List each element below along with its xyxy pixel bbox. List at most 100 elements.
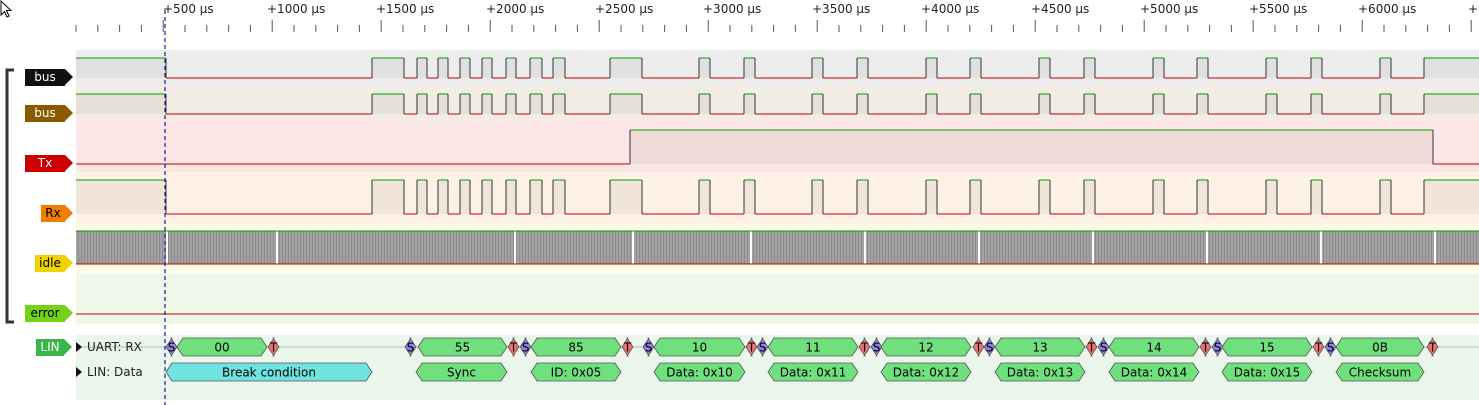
rx-signal-fill — [553, 180, 565, 214]
uart-stop-bit — [1426, 337, 1439, 357]
idle-gap — [864, 231, 866, 264]
bus-a-signal-fill — [699, 58, 710, 78]
rx-signal-fill — [610, 180, 642, 214]
bus-a-signal-fill — [744, 58, 755, 78]
ruler-tick-label: +6 — [1468, 2, 1479, 16]
lin-data-block-text: Data: 0x10 — [666, 366, 733, 380]
bus-b-signal-fill — [610, 94, 642, 114]
channel-label-error[interactable]: error — [25, 305, 73, 322]
lin-data-block — [653, 362, 746, 382]
group-bracket — [5, 68, 14, 324]
uart-stop-bit — [858, 337, 871, 357]
channel-label-arrow-icon — [65, 105, 73, 121]
bus-b-signal-fill — [812, 94, 823, 114]
rx-signal-fill — [1424, 180, 1479, 214]
uart-start-bit-text: S — [873, 341, 881, 355]
uart-start-bit-text: S — [168, 341, 176, 355]
idle-gap — [750, 231, 752, 264]
uart-byte-text: 12 — [918, 341, 933, 355]
lin-data-block — [767, 362, 859, 382]
lin-data-block — [1221, 362, 1313, 382]
idle-gap — [1320, 231, 1322, 264]
bus-a-signal-fill — [610, 58, 642, 78]
rx-signal-fill — [812, 180, 823, 214]
idle-gap — [1092, 231, 1094, 264]
bus-a-signal-fill — [553, 58, 565, 78]
rx-signal-fill — [506, 180, 516, 214]
ruler-tick-label: +3000 µs — [703, 2, 762, 16]
bus-b-signal-fill — [76, 94, 166, 114]
bus-b-signal-fill — [1084, 94, 1095, 114]
rx-signal-fill — [482, 180, 492, 214]
decoder-label-lin[interactable]: LIN — [36, 339, 72, 356]
uart-start-bit-text: S — [1100, 341, 1108, 355]
ruler-tick-label: +2000 µs — [486, 2, 545, 16]
ruler-tick-label: +5000 µs — [1140, 2, 1199, 16]
uart-start-bit-text: S — [1327, 341, 1335, 355]
uart-byte-text: 10 — [692, 341, 707, 355]
lin-data-block — [415, 362, 508, 382]
uart-start-bit-text: S — [986, 341, 994, 355]
channel-label-tx-en[interactable]: Tx EN — [25, 155, 73, 187]
uart-byte-text: 13 — [1032, 341, 1047, 355]
uart-byte — [653, 337, 746, 357]
uart-stop-bit-text: T — [747, 341, 756, 355]
time-ruler[interactable]: +500 µs +1000 µs +1500 µs +2000 µs +2500 µs +… — [0, 0, 1479, 36]
uart-start-bit-text: S — [522, 341, 530, 355]
bus-b-signal-fill — [857, 94, 868, 114]
ruler-tick-label: +5500 µs — [1249, 2, 1308, 16]
row-expand-triangle-icon[interactable] — [76, 367, 82, 377]
bus-a-signal-fill — [1424, 58, 1479, 78]
channel-label-bus-a[interactable]: bus A — [25, 69, 73, 101]
uart-byte — [880, 337, 972, 357]
bus-a-signal-fill — [1084, 58, 1095, 78]
uart-stop-bit-text: T — [974, 341, 983, 355]
bus-a-signal-fill — [857, 58, 868, 78]
decoder-row-name: UART: RX — [87, 340, 142, 354]
bus-b-signal-fill — [926, 94, 937, 114]
bus-b-signal-fill — [372, 94, 404, 114]
bus-a-signal-fill — [482, 58, 492, 78]
uart-byte-text: 00 — [214, 341, 229, 355]
bus-b-signal-fill — [1311, 94, 1322, 114]
lin-data-block-text: Data: 0x12 — [893, 366, 960, 380]
uart-stop-bit-text: T — [269, 341, 278, 355]
bus-b-signal-fill — [1380, 94, 1391, 114]
channel-label-bus-b[interactable]: bus B — [25, 105, 73, 137]
bus-b-signal-fill — [482, 94, 492, 114]
idle-gap — [276, 231, 278, 264]
channel-label-rx[interactable]: Rx — [41, 205, 73, 222]
uart-stop-bit-text: T — [860, 341, 869, 355]
idle-gap — [632, 231, 634, 264]
bus-b-signal-fill — [530, 94, 542, 114]
channel-label-arrow-icon — [65, 205, 73, 221]
decoder-label-text: LIN — [40, 340, 60, 354]
channel-label-arrow-icon — [65, 69, 73, 85]
uart-stop-bit — [267, 337, 280, 357]
decoder-label-arrow-icon — [64, 339, 72, 355]
channel-label-text: bus B — [34, 106, 56, 137]
lin-data-block — [165, 362, 373, 382]
lin-data-block-text: Data: 0x13 — [1007, 366, 1074, 380]
rx-signal-fill — [530, 180, 542, 214]
uart-byte — [417, 337, 508, 357]
bus-a-signal-fill — [1039, 58, 1050, 78]
lin-data-block-text: Data: 0x15 — [1234, 366, 1301, 380]
row-expand-triangle-icon[interactable] — [76, 342, 82, 352]
uart-stop-bit-text: T — [623, 341, 632, 355]
decoder-row-name: LIN: Data — [87, 365, 143, 379]
channel-label-text: bus A — [34, 70, 56, 101]
rx-signal-fill — [1266, 180, 1277, 214]
ruler-tick-label: +4500 µs — [1031, 2, 1090, 16]
uart-stop-bit — [507, 337, 520, 357]
channel-label-arrow-icon — [65, 305, 73, 321]
bus-b-signal-fill — [1197, 94, 1208, 114]
channel-label-text: idle — [39, 256, 61, 270]
bus-b-signal-fill — [1266, 94, 1277, 114]
uart-start-bit — [404, 337, 417, 357]
rx-signal-fill — [460, 180, 470, 214]
rx-signal-fill — [744, 180, 755, 214]
channel-label-idle[interactable]: idle — [35, 255, 73, 272]
